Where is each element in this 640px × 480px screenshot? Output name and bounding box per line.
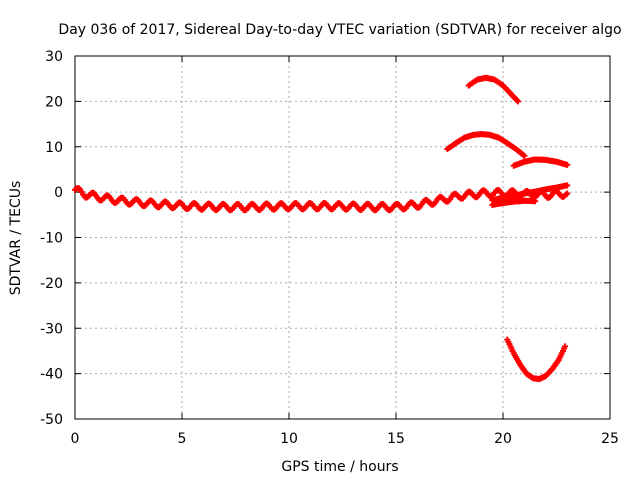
data-point <box>532 198 539 205</box>
x-tick-label: 10 <box>280 431 298 447</box>
y-tick-label: -30 <box>40 321 63 337</box>
y-tick-label: -40 <box>40 367 63 383</box>
y-tick-label: 0 <box>54 185 63 201</box>
data-point <box>564 182 571 189</box>
y-tick-label: 10 <box>45 140 63 156</box>
x-tick-label: 5 <box>178 431 187 447</box>
series-positive-arc-low <box>510 156 571 169</box>
data-point <box>514 98 521 105</box>
y-tick-label: 20 <box>45 94 63 110</box>
grid <box>75 56 610 419</box>
data-point <box>521 152 528 159</box>
y-tick-label: 30 <box>45 49 63 65</box>
y-tick-label: -10 <box>40 231 63 247</box>
data-points <box>72 74 571 383</box>
x-tick-label: 25 <box>601 431 619 447</box>
x-tick-label: 20 <box>494 431 512 447</box>
x-axis-label: GPS time / hours <box>281 459 398 475</box>
series-short-segment <box>489 182 571 204</box>
series-positive-arc-mid <box>444 131 528 159</box>
series-positive-arc-high <box>465 74 521 105</box>
y-tick-label: -20 <box>40 276 63 292</box>
series-negative-arc <box>504 336 569 383</box>
axes: 0 5 10 15 20 25 -50 -40 -30 -20 -10 0 10 20 30 <box>40 49 619 447</box>
series-short-segment-2 <box>489 197 539 208</box>
data-point <box>562 343 569 350</box>
data-point <box>564 161 571 168</box>
x-tick-label: 0 <box>71 431 80 447</box>
y-axis-label: SDTVAR / TECUs <box>8 181 24 296</box>
series-main-band <box>72 185 571 214</box>
data-point <box>564 190 571 197</box>
x-tick-label: 15 <box>387 431 405 447</box>
chart-title: Day 036 of 2017, Sidereal Day-to-day VTE… <box>58 22 621 38</box>
y-tick-label: -50 <box>40 412 63 428</box>
